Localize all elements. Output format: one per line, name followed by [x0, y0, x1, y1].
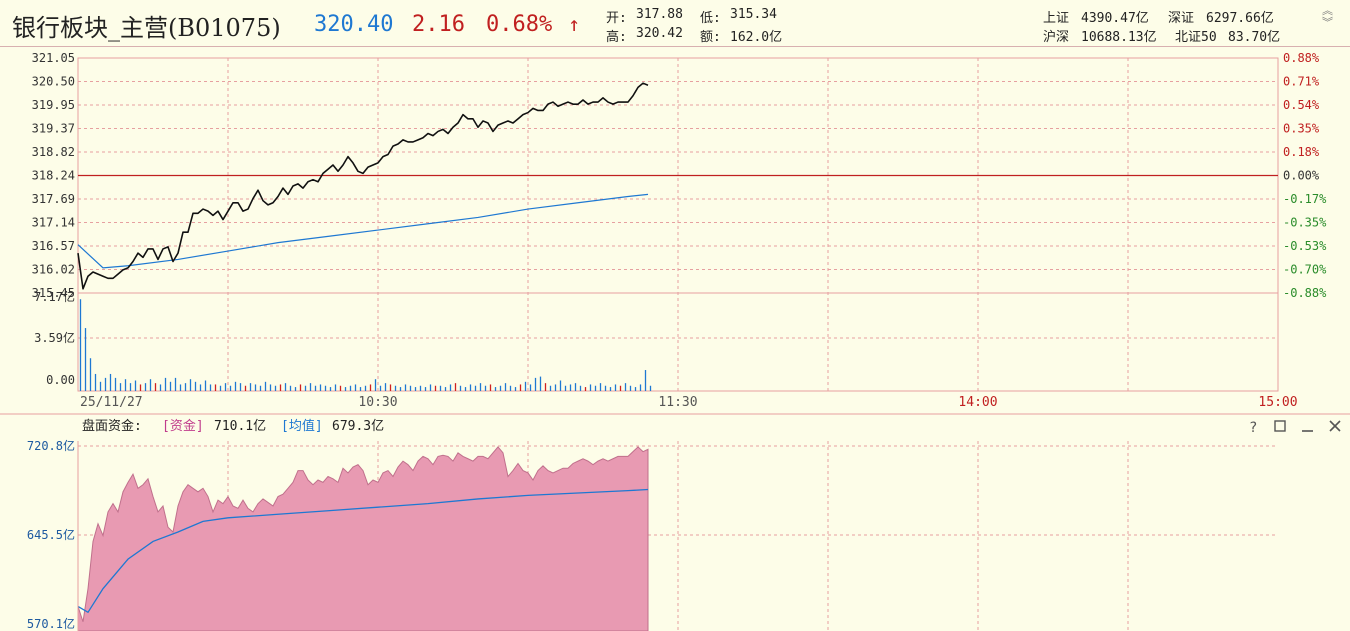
double-chevron-down-icon[interactable]: ︾ — [1322, 16, 1333, 29]
fund-tick-label: 570.1亿 — [27, 616, 75, 631]
fund-average-line — [77, 488, 649, 614]
time-label: 11:30 — [658, 395, 697, 410]
avg-series-name: [均值] — [281, 418, 323, 434]
amount-value: 162.0亿 — [730, 30, 783, 45]
intraday-chart[interactable]: 321.05 0.88% 320.50 0.71% 319.95 0.54% 319.37 0… — [0, 46, 1350, 631]
time-label: 15:00 — [1258, 395, 1297, 410]
amount-label: 额: — [700, 30, 721, 45]
price-tick-label: 321.05 — [32, 51, 75, 65]
index-name: 上证 — [1043, 11, 1070, 26]
low-label: 低: — [700, 11, 721, 26]
fund-legend-label: 盘面资金: — [82, 418, 142, 434]
time-label: 14:00 — [958, 395, 997, 410]
pct-tick-label: 0.71% — [1283, 75, 1320, 89]
time-axis: 25/11/27 10:30 11:30 14:00 15:00 — [80, 395, 1298, 410]
price-tick-label: 320.50 — [32, 75, 75, 89]
index-name: 沪深 — [1043, 30, 1070, 45]
price-tick-label: 318.24 — [32, 169, 75, 183]
price-change-pct: 0.68% — [486, 12, 553, 37]
price-tick-label: 317.69 — [32, 192, 75, 206]
scroll-icons[interactable]: ︽ ︾ — [1322, 5, 1333, 29]
low-value: 315.34 — [730, 7, 777, 22]
index-value: 10688.13亿 — [1081, 30, 1157, 45]
volume-panel: 7.17亿 3.59亿 0.00 — [34, 289, 652, 391]
average-price-line — [77, 193, 649, 269]
volume-tick-label: 3.59亿 — [34, 330, 75, 345]
price-tick-label: 319.37 — [32, 122, 75, 136]
index-value: 4390.47亿 — [1081, 11, 1149, 26]
price-tick-label: 316.57 — [32, 239, 75, 253]
time-label: 10:30 — [358, 395, 397, 410]
close-icon[interactable] — [1329, 420, 1341, 432]
price-tick-label: 316.02 — [32, 263, 75, 277]
index-value: 83.70亿 — [1228, 30, 1281, 45]
maximize-icon[interactable] — [1274, 420, 1286, 432]
open-value: 317.88 — [636, 7, 683, 22]
pct-tick-label: 0.88% — [1283, 51, 1320, 65]
pct-tick-label: 0.00% — [1283, 169, 1320, 183]
high-value: 320.42 — [636, 26, 683, 41]
last-price: 320.40 — [314, 12, 394, 37]
price-tick-label: 319.95 — [32, 98, 75, 112]
price-tick-label: 317.14 — [32, 216, 75, 230]
fund-area — [77, 446, 649, 631]
price-panel: 321.05 0.88% 320.50 0.71% 319.95 0.54% 319.37 0… — [32, 51, 1327, 300]
fund-panel: 720.8亿 645.5亿 570.1亿 — [27, 438, 649, 631]
volume-tick-label: 0.00 — [46, 373, 75, 387]
help-icon[interactable]: ? — [1249, 420, 1257, 436]
fund-series-value: 710.1亿 — [214, 419, 266, 434]
up-arrow-icon: ↑ — [568, 12, 581, 36]
pct-tick-label: 0.18% — [1283, 145, 1320, 159]
price-tick-label: 315.45 — [32, 286, 75, 300]
sector-title: 银行板块_主营(B01075) — [12, 14, 281, 42]
fund-tick-label: 720.8亿 — [27, 438, 75, 453]
open-label: 开: — [606, 11, 627, 26]
index-name: 深证 — [1168, 11, 1195, 26]
double-chevron-up-icon[interactable]: ︽ — [1322, 4, 1333, 17]
high-label: 高: — [606, 30, 627, 45]
fund-series-name: [资金] — [162, 418, 204, 434]
price-line — [77, 82, 649, 290]
price-tick-label: 318.82 — [32, 145, 75, 159]
price-change: 2.16 — [412, 12, 465, 37]
time-label: 25/11/27 — [80, 395, 143, 410]
pct-tick-label: -0.70% — [1283, 263, 1327, 277]
fund-tick-label: 645.5亿 — [27, 527, 75, 542]
pct-tick-label: 0.54% — [1283, 98, 1320, 112]
pct-tick-label: -0.17% — [1283, 192, 1327, 206]
quote-header: 银行板块_主营(B01075) 320.40 2.16 0.68% ↑ 开: 3… — [0, 0, 1350, 47]
index-value: 6297.66亿 — [1206, 11, 1274, 26]
pct-tick-label: 0.35% — [1283, 122, 1320, 136]
pct-tick-label: -0.53% — [1283, 239, 1327, 253]
avg-series-value: 679.3亿 — [332, 419, 384, 434]
pct-tick-label: -0.88% — [1283, 286, 1327, 300]
panel-controls: ? — [1249, 420, 1341, 436]
index-name: 北证50 — [1175, 30, 1217, 45]
pct-tick-label: -0.35% — [1283, 216, 1327, 230]
volume-tick-label: 7.17亿 — [34, 289, 75, 304]
